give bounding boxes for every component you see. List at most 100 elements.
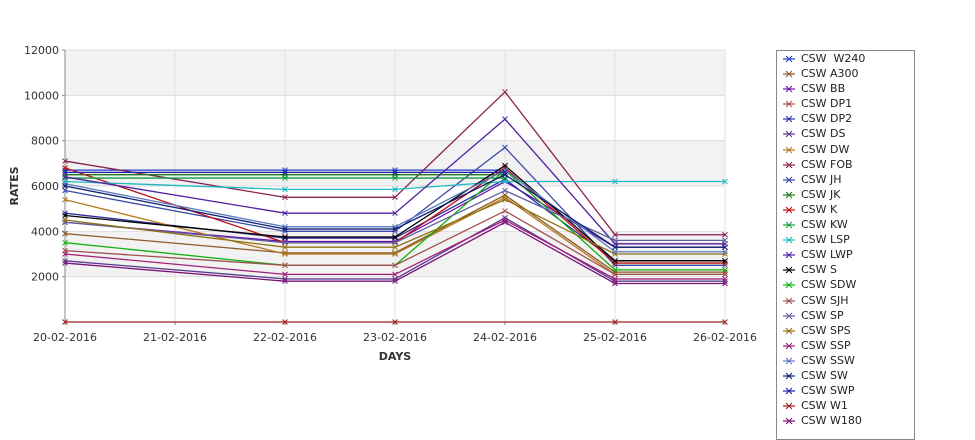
data-point (502, 208, 508, 214)
data-point (282, 210, 288, 217)
legend-label: CSW SSW (801, 353, 855, 367)
legend: CSW W240 CSW A300 CSW BB CSW DP1 CSW DP2 CSW … (776, 50, 915, 440)
data-point (612, 319, 618, 325)
data-point (392, 175, 398, 181)
data-point (722, 267, 728, 273)
series-line (64, 198, 725, 255)
legend-item: CSW JK (777, 187, 914, 202)
legend-item: CSW SJH (777, 293, 914, 308)
x-tick-label: 20-02-2016 (33, 331, 97, 344)
legend-marker (783, 176, 795, 184)
data-point (62, 257, 68, 264)
data-point (62, 165, 68, 171)
legend-label: CSW DS (801, 127, 846, 141)
legend-item: CSW SWP (777, 383, 914, 398)
line-chart: 2000 4000 6000 8000 10000 12000 20-02-2016 21-… (8, 44, 757, 363)
legend-item: CSW SPS (777, 323, 914, 338)
data-point (392, 169, 398, 176)
legend-item: CSW DS (777, 126, 914, 141)
x-tick-label: 22-02-2016 (253, 331, 317, 344)
legend-item: CSW DP2 (777, 111, 914, 126)
data-point (392, 271, 398, 278)
data-point (62, 319, 68, 325)
legend-item: CSW SSP (777, 338, 914, 353)
series-11 (62, 175, 508, 181)
data-point (502, 116, 508, 122)
legend-item: CSW FOB (777, 157, 914, 172)
legend-item: CSW BB (777, 81, 914, 96)
legend-item: CSW SDW (777, 277, 914, 292)
legend-item: CSW W240 (777, 51, 914, 66)
legend-marker (783, 312, 795, 319)
legend-item: CSW DP1 (777, 96, 914, 111)
legend-label: CSW SPS (801, 323, 851, 337)
data-point (282, 194, 288, 201)
y-tick-label: 6000 (31, 180, 59, 193)
data-point (722, 319, 728, 325)
data-point (392, 186, 398, 193)
x-tick-label: 25-02-2016 (583, 331, 647, 344)
legend-label: CSW JK (801, 187, 841, 201)
y-tick-label: 10000 (24, 89, 59, 102)
y-tick-label: 2000 (31, 271, 59, 284)
data-point (282, 251, 288, 257)
data-point (62, 230, 68, 237)
data-point (282, 262, 288, 269)
legend-label: CSW DW (801, 142, 850, 156)
data-point (502, 217, 508, 223)
legend-label: CSW JH (801, 172, 842, 186)
series-22 (62, 169, 508, 176)
data-point (392, 278, 398, 285)
y-tick-labels: 2000 4000 6000 8000 10000 12000 (24, 44, 65, 284)
data-point (502, 178, 508, 185)
legend-item: CSW W180 (777, 413, 914, 428)
x-tick-labels: 20-02-2016 21-02-2016 22-02-2016 23-02-2016… (33, 322, 757, 344)
legend-marker (783, 372, 795, 380)
legend-label: CSW SJH (801, 293, 849, 307)
legend-label: CSW DP2 (801, 112, 853, 126)
data-point (282, 319, 288, 325)
series-line (64, 169, 725, 271)
data-point (722, 257, 728, 264)
legend-label: CSW DP1 (801, 97, 853, 111)
data-point (282, 234, 288, 240)
data-point (612, 244, 618, 251)
data-point (722, 244, 728, 251)
legend-label: CSW KW (801, 218, 848, 232)
legend-item: CSW SSW (777, 353, 914, 368)
data-point (392, 234, 398, 240)
series-line (64, 167, 725, 264)
data-point (722, 276, 728, 282)
data-point (722, 178, 728, 185)
x-tick-label: 26-02-2016 (693, 331, 757, 344)
legend-item: CSW DW (777, 142, 914, 157)
data-point (502, 219, 508, 226)
data-point (392, 239, 398, 246)
x-tick-label: 21-02-2016 (143, 331, 207, 344)
legend-marker (783, 327, 795, 335)
data-point (392, 226, 398, 232)
data-point (612, 257, 618, 264)
series-23 (62, 319, 728, 325)
legend-label: CSW SP (801, 308, 844, 322)
legend-item: CSW KW (777, 217, 914, 232)
data-point (62, 178, 68, 185)
legend-item: CSW K (777, 202, 914, 217)
legend-marker (783, 387, 795, 395)
legend-label: CSW LSP (801, 233, 850, 247)
x-tick-label: 24-02-2016 (473, 331, 537, 344)
legend-marker (783, 282, 795, 289)
legend-label: CSW SWP (801, 384, 855, 398)
data-point (502, 214, 508, 221)
data-point (62, 187, 68, 194)
data-point (502, 194, 508, 201)
data-point (612, 248, 618, 255)
data-point (502, 196, 508, 203)
series-24 (62, 219, 728, 287)
series-16 (62, 208, 728, 278)
data-point (282, 169, 288, 176)
data-point (62, 251, 68, 257)
series-19 (62, 217, 728, 282)
series-layer (62, 89, 728, 325)
y-tick-label: 8000 (31, 135, 59, 148)
